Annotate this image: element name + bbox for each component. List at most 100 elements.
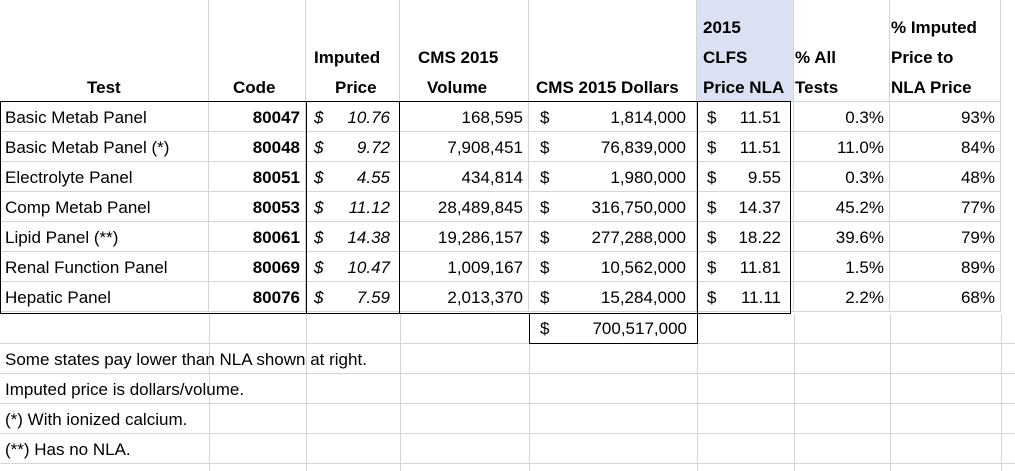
header-imputed-price-cell[interactable]: Imputed Price bbox=[306, 0, 400, 102]
row-1-test-cell[interactable]: Basic Metab Panel (*) bbox=[0, 132, 209, 162]
pct-imputed: 48% bbox=[960, 168, 995, 187]
row-1-imputed-price-cell[interactable]: $9.72 bbox=[306, 132, 400, 162]
row-4-code-cell[interactable]: 80061 bbox=[209, 222, 306, 252]
header-test-cell[interactable]: Test bbox=[0, 0, 209, 102]
row-3-imputed-price-cell[interactable]: $11.12 bbox=[306, 192, 400, 222]
row-2-nla-price-cell[interactable]: $9.55 bbox=[697, 162, 794, 192]
header-imputed-price-line2: Price bbox=[335, 78, 377, 97]
row-4-pct-imputed-cell[interactable]: 79% bbox=[890, 222, 1001, 252]
dollars-currency-symbol: $ bbox=[540, 228, 550, 247]
row-4-dollars-cell[interactable]: $277,288,000 bbox=[529, 222, 697, 252]
pct-imputed: 93% bbox=[960, 108, 995, 127]
cms-dollars: 1,980,000 bbox=[610, 168, 686, 187]
row-0-volume-cell[interactable]: 168,595 bbox=[400, 102, 529, 132]
row-5-pct-imputed-cell[interactable]: 89% bbox=[890, 252, 1001, 282]
row-4-imputed-price-cell[interactable]: $14.38 bbox=[306, 222, 400, 252]
row-0-dollars-cell[interactable]: $1,814,000 bbox=[529, 102, 697, 132]
row-6-pct-all-cell[interactable]: 2.2% bbox=[794, 282, 890, 312]
test-name: Comp Metab Panel bbox=[5, 198, 151, 217]
header-cms-dollars-cell[interactable]: CMS 2015 Dollars bbox=[529, 0, 697, 102]
row-4-test-cell[interactable]: Lipid Panel (**) bbox=[0, 222, 209, 252]
table-bottom-border bbox=[0, 313, 790, 314]
row-3-pct-imputed-cell[interactable]: 77% bbox=[890, 192, 1001, 222]
header-pct-all-cell[interactable]: % All Tests bbox=[794, 0, 890, 102]
row-2-dollars-cell[interactable]: $1,980,000 bbox=[529, 162, 697, 192]
row-2-pct-imputed-cell[interactable]: 48% bbox=[890, 162, 1001, 192]
cms-dollars: 76,839,000 bbox=[600, 138, 686, 157]
row-2-test-cell[interactable]: Electrolyte Panel bbox=[0, 162, 209, 192]
row-3-volume-cell[interactable]: 28,489,845 bbox=[400, 192, 529, 222]
row-6-imputed-price-cell[interactable]: $7.59 bbox=[306, 282, 400, 312]
row-6-code-cell[interactable]: 80076 bbox=[209, 282, 306, 312]
imputed-price: 10.76 bbox=[347, 108, 390, 127]
note-4: (**) Has no NLA. bbox=[5, 440, 131, 459]
row-3-dollars-cell[interactable]: $316,750,000 bbox=[529, 192, 697, 222]
note-1: Some states pay lower than NLA shown at … bbox=[5, 350, 367, 369]
test-name: Electrolyte Panel bbox=[5, 168, 133, 187]
row-5-code-cell[interactable]: 80069 bbox=[209, 252, 306, 282]
table-top-border bbox=[0, 101, 790, 102]
row-3-nla-price-cell[interactable]: $14.37 bbox=[697, 192, 794, 222]
row-3-pct-all-cell[interactable]: 45.2% bbox=[794, 192, 890, 222]
test-code: 80069 bbox=[252, 258, 300, 277]
row-0-nla-price-cell[interactable]: $11.51 bbox=[697, 102, 794, 132]
row-5-volume-cell[interactable]: 1,009,167 bbox=[400, 252, 529, 282]
row-1-pct-all-cell[interactable]: 11.0% bbox=[794, 132, 890, 162]
row-3-test-cell[interactable]: Comp Metab Panel bbox=[0, 192, 209, 222]
header-clfs-cell[interactable]: 2015 CLFS Price NLA bbox=[697, 0, 794, 102]
gridline-vertical bbox=[209, 314, 210, 471]
row-5-pct-all-cell[interactable]: 1.5% bbox=[794, 252, 890, 282]
header-code: Code bbox=[233, 78, 276, 97]
row-2-volume-cell[interactable]: 434,814 bbox=[400, 162, 529, 192]
row-2-pct-all-cell[interactable]: 0.3% bbox=[794, 162, 890, 192]
cms-dollars: 277,288,000 bbox=[591, 228, 686, 247]
row-0-pct-all-cell[interactable]: 0.3% bbox=[794, 102, 890, 132]
total-dollars-cell[interactable]: $ 700,517,000 bbox=[529, 313, 697, 343]
row-0-imputed-price-cell[interactable]: $10.76 bbox=[306, 102, 400, 132]
row-0-test-cell[interactable]: Basic Metab Panel bbox=[0, 102, 209, 132]
row-5-dollars-cell[interactable]: $10,562,000 bbox=[529, 252, 697, 282]
row-6-test-cell[interactable]: Hepatic Panel bbox=[0, 282, 209, 312]
row-4-volume-cell[interactable]: 19,286,157 bbox=[400, 222, 529, 252]
total-dollars-value: 700,517,000 bbox=[592, 319, 687, 338]
row-0-code-cell[interactable]: 80047 bbox=[209, 102, 306, 132]
row-2-imputed-price-cell[interactable]: $4.55 bbox=[306, 162, 400, 192]
cms-dollars: 15,284,000 bbox=[600, 288, 686, 307]
header-pct-all-line1: % All bbox=[795, 48, 836, 67]
row-1-volume-cell[interactable]: 7,908,451 bbox=[400, 132, 529, 162]
header-code-cell[interactable]: Code bbox=[209, 0, 306, 102]
test-name: Basic Metab Panel (*) bbox=[5, 138, 170, 157]
header-pct-imputed-line2: Price to bbox=[891, 48, 954, 67]
nla-currency-symbol: $ bbox=[707, 228, 717, 247]
row-1-code-cell[interactable]: 80048 bbox=[209, 132, 306, 162]
header-cms-volume-line1: CMS 2015 bbox=[418, 48, 499, 67]
nla-currency-symbol: $ bbox=[707, 258, 717, 277]
row-5-imputed-price-cell[interactable]: $10.47 bbox=[306, 252, 400, 282]
row-1-dollars-cell[interactable]: $76,839,000 bbox=[529, 132, 697, 162]
row-5-nla-price-cell[interactable]: $11.81 bbox=[697, 252, 794, 282]
row-4-pct-all-cell[interactable]: 39.6% bbox=[794, 222, 890, 252]
row-0-pct-imputed-cell[interactable]: 93% bbox=[890, 102, 1001, 132]
row-4-nla-price-cell[interactable]: $18.22 bbox=[697, 222, 794, 252]
header-pct-imputed-cell[interactable]: % Imputed Price to NLA Price bbox=[890, 0, 1001, 102]
note-2: Imputed price is dollars/volume. bbox=[5, 380, 245, 399]
row-6-volume-cell[interactable]: 2,013,370 bbox=[400, 282, 529, 312]
table-left-border bbox=[0, 101, 1, 314]
row-2-code-cell[interactable]: 80051 bbox=[209, 162, 306, 192]
row-1-nla-price-cell[interactable]: $11.51 bbox=[697, 132, 794, 162]
row-3-code-cell[interactable]: 80053 bbox=[209, 192, 306, 222]
total-left-border bbox=[529, 313, 530, 344]
row-1-pct-imputed-cell[interactable]: 84% bbox=[890, 132, 1001, 162]
header-pct-all-line2: Tests bbox=[795, 78, 839, 97]
pct-all-tests: 0.3% bbox=[845, 108, 884, 127]
total-currency-symbol: $ bbox=[540, 319, 550, 338]
test-name: Renal Function Panel bbox=[5, 258, 168, 277]
pct-all-tests: 39.6% bbox=[835, 228, 884, 247]
row-6-nla-price-cell[interactable]: $11.11 bbox=[697, 282, 794, 312]
row-6-dollars-cell[interactable]: $15,284,000 bbox=[529, 282, 697, 312]
test-code: 80061 bbox=[252, 228, 300, 247]
row-5-test-cell[interactable]: Renal Function Panel bbox=[0, 252, 209, 282]
row-6-pct-imputed-cell[interactable]: 68% bbox=[890, 282, 1001, 312]
header-cms-volume-cell[interactable]: CMS 2015 Volume bbox=[400, 0, 529, 102]
imputed-price: 10.47 bbox=[347, 258, 390, 277]
